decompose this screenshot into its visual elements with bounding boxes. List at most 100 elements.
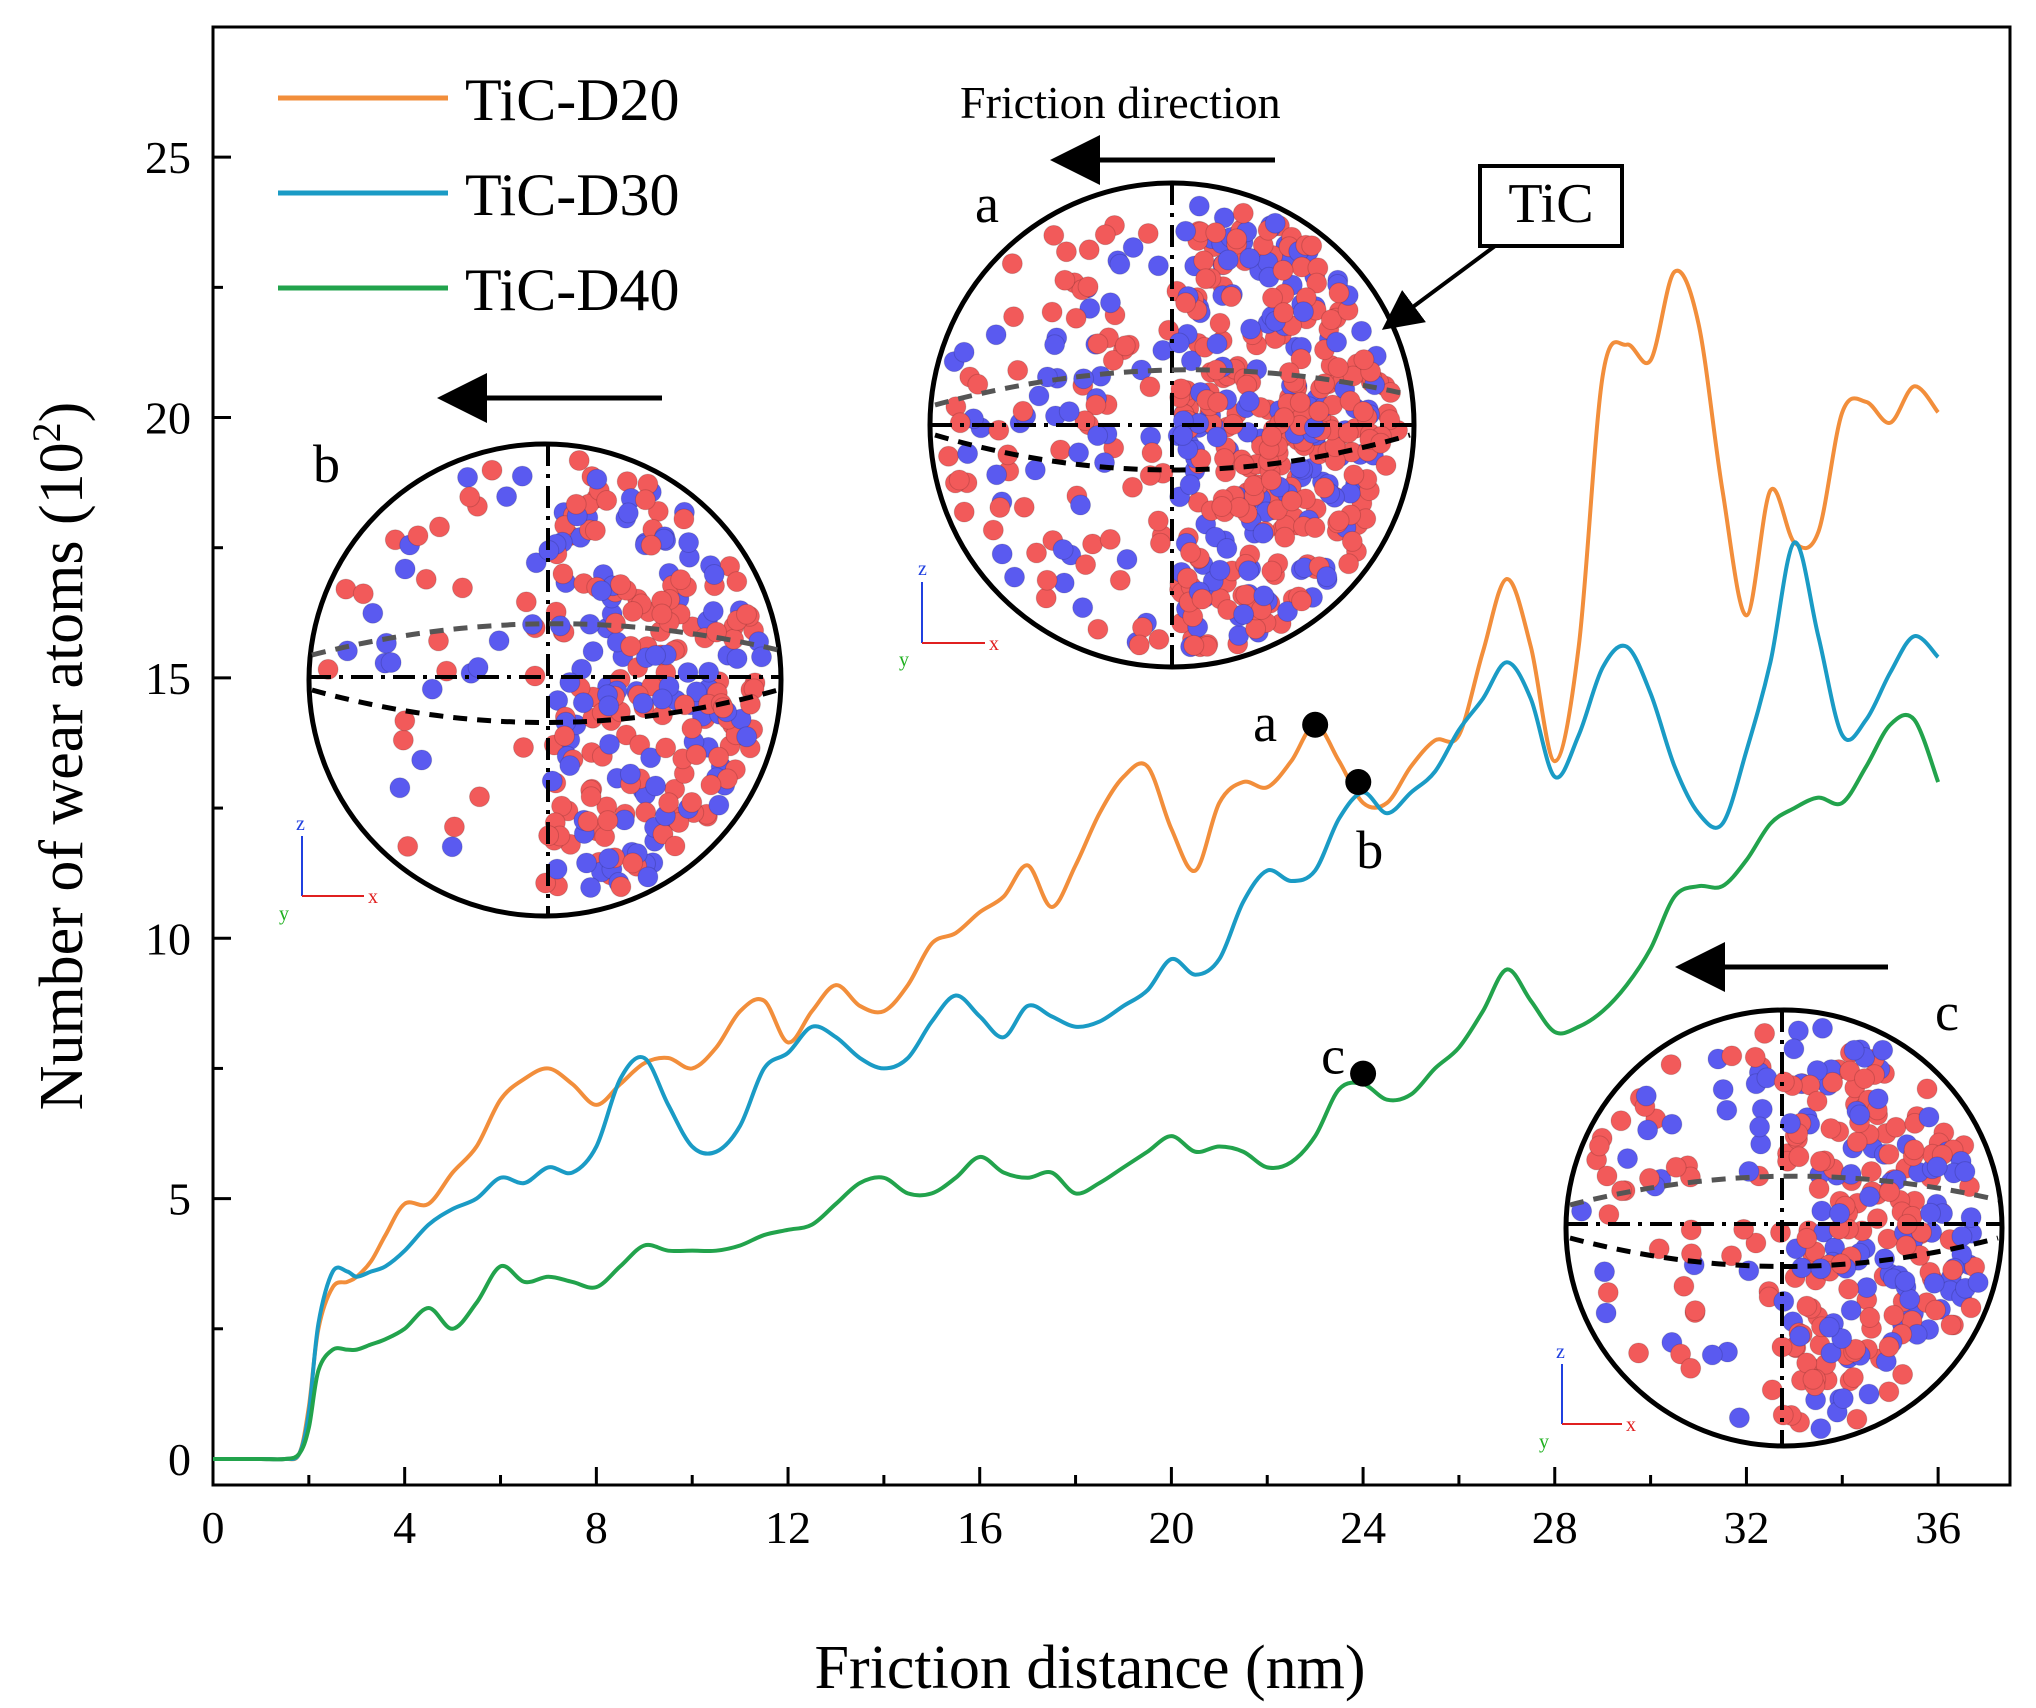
atom — [441, 836, 463, 858]
atom — [1818, 1316, 1840, 1338]
atom — [1899, 1288, 1921, 1310]
atom — [1077, 276, 1099, 298]
x-tick-label: 36 — [1915, 1502, 1961, 1553]
atom — [546, 858, 568, 880]
atom — [1920, 1202, 1941, 1224]
atom — [1327, 357, 1349, 378]
atom — [1188, 195, 1210, 217]
x-tick-label: 20 — [1148, 1502, 1194, 1553]
atom — [1239, 247, 1261, 269]
atom — [407, 525, 429, 547]
atom — [1168, 332, 1190, 354]
atom — [1235, 584, 1257, 606]
atom — [1114, 335, 1136, 357]
atom — [1856, 1277, 1878, 1298]
x-axis-label: Friction distance (nm) — [815, 1634, 1366, 1702]
atom — [1352, 401, 1374, 423]
inset-c-x-label: x — [1626, 1414, 1636, 1436]
atom — [1087, 618, 1109, 640]
atom — [1273, 407, 1295, 429]
atom — [488, 630, 510, 652]
y-tick-label: 5 — [168, 1174, 191, 1225]
marker-b — [1345, 769, 1372, 796]
atom — [1264, 212, 1286, 234]
atom — [1802, 1368, 1824, 1390]
atom — [1878, 1336, 1900, 1358]
legend-label: TiC-D20 — [465, 67, 680, 133]
tick-labels: 0 4 8 12 16 20 24 28 32 36 0 5 10 15 20 25 — [145, 132, 1961, 1553]
atom — [685, 744, 707, 766]
atom — [1883, 1304, 1905, 1326]
atom — [677, 662, 699, 683]
atom — [1304, 517, 1326, 539]
atom — [1206, 333, 1228, 355]
atom — [1610, 1110, 1632, 1132]
atom — [1277, 601, 1298, 622]
atom — [1116, 548, 1138, 570]
atom — [1195, 268, 1217, 290]
atom — [1141, 442, 1163, 464]
atom — [1004, 566, 1025, 588]
atom — [967, 373, 989, 395]
atom — [1680, 1357, 1702, 1379]
atom — [1721, 1245, 1742, 1267]
atom — [708, 794, 730, 816]
atom — [1328, 510, 1350, 532]
atom — [645, 775, 667, 797]
atom — [1942, 1259, 1964, 1281]
atom — [1954, 1161, 1976, 1183]
atom — [681, 717, 703, 739]
inset-b-coord-axes: z x y — [279, 813, 378, 925]
atom — [568, 450, 590, 471]
legend: TiC-D20 TiC-D30 TiC-D40 — [278, 67, 680, 323]
atom — [1951, 1225, 1973, 1247]
atom — [1788, 1146, 1810, 1168]
atom — [1701, 1344, 1723, 1366]
atom — [1316, 566, 1338, 588]
atom — [1149, 532, 1171, 554]
atom — [989, 497, 1011, 518]
marker-a — [1302, 711, 1329, 738]
atom — [1216, 538, 1238, 559]
atom — [1787, 1020, 1809, 1042]
atom — [590, 580, 612, 602]
atom — [1867, 1088, 1889, 1110]
atom — [1209, 312, 1231, 334]
atom — [1343, 464, 1365, 486]
atom — [1082, 533, 1104, 555]
atom — [982, 519, 1004, 541]
atom — [1209, 559, 1231, 581]
legend-label: TiC-D40 — [465, 257, 680, 323]
x-tick-label: 12 — [765, 1502, 811, 1553]
inset-a-z-label: z — [918, 558, 927, 580]
atom — [1003, 306, 1025, 328]
atom — [1822, 1071, 1844, 1093]
atom — [559, 755, 581, 777]
atom — [1597, 1282, 1619, 1303]
atom — [712, 697, 734, 719]
atom — [751, 646, 772, 668]
atom — [380, 652, 402, 673]
atom — [582, 641, 604, 662]
atom — [1100, 292, 1121, 314]
atom — [1301, 235, 1323, 257]
atom — [1820, 1342, 1842, 1364]
atom — [702, 600, 724, 622]
atom — [1058, 401, 1080, 423]
atom — [1858, 1383, 1880, 1405]
marker-label-c: c — [1321, 1026, 1345, 1086]
atom — [938, 445, 959, 467]
atom — [1043, 224, 1065, 246]
atom — [598, 848, 620, 869]
y-tick-label: 15 — [145, 653, 191, 704]
series-lines — [212, 268, 1940, 1462]
atom — [1639, 1167, 1660, 1189]
atom — [1281, 490, 1303, 512]
atom — [1028, 385, 1050, 407]
atom — [1183, 634, 1205, 656]
atom — [1808, 1178, 1830, 1200]
series-line-TiC-D20 — [212, 268, 1940, 1462]
atom — [1789, 1325, 1811, 1347]
atom — [1809, 1150, 1831, 1172]
atom — [736, 603, 757, 625]
